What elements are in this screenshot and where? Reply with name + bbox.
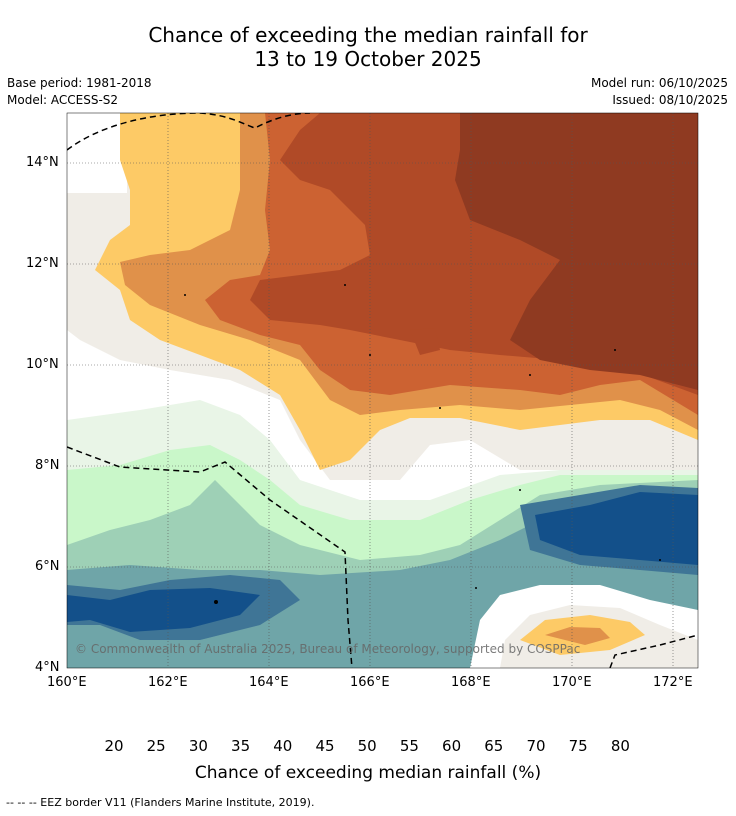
map-title-line1: Chance of exceeding the median rainfall … [148,23,588,47]
lon-label-166e: 166°E [350,675,390,690]
lat-label-6n: 6°N [35,559,60,574]
lat-label-4n: 4°N [35,660,60,675]
lat-label-8n: 8°N [35,458,60,473]
lat-label-10n: 10°N [26,357,59,372]
colorbar-tick-70: 70 [526,737,546,755]
model-run: Model run: 06/10/2025 [590,76,728,90]
base-period: Base period: 1981-2018 [7,76,152,90]
map-shading: © Commonwealth of Australia 2025, Bureau… [67,113,698,668]
model-name: Model: ACCESS-S2 [7,93,119,107]
colorbar-tick-75: 75 [568,737,588,755]
graticule [67,113,698,668]
lat-label-12n: 12°N [26,256,59,271]
lon-label-170e: 170°E [552,675,592,690]
map-title-line2: 13 to 19 October 2025 [254,47,482,71]
field-above-80-east [535,492,698,565]
lon-label-162e: 162°E [148,675,188,690]
colorbar-tick-50: 50 [357,737,377,755]
islands [184,284,661,604]
issued-date: Issued: 08/10/2025 [612,93,728,107]
copyright-text: © Commonwealth of Australia 2025, Bureau… [75,642,580,656]
map-frame [66,112,699,669]
colorbar-tick-40: 40 [273,737,293,755]
lon-label-160e: 160°E [47,675,87,690]
colorbar-tick-60: 60 [442,737,462,755]
eez-footnote: -- -- -- EEZ border V11 (Flanders Marine… [6,796,315,809]
field-below-20 [455,113,698,390]
eez-border [67,113,698,668]
lon-label-168e: 168°E [451,675,491,690]
colorbar-tick-20: 20 [104,737,124,755]
colorbar-tick-30: 30 [188,737,208,755]
lon-label-172e: 172°E [653,675,693,690]
colorbar-tick-65: 65 [484,737,504,755]
colorbar-tick-55: 55 [399,737,419,755]
lat-label-14n: 14°N [26,155,59,170]
lon-label-164e: 164°E [249,675,289,690]
colorbar-label: Chance of exceeding median rainfall (%) [194,763,542,783]
field-white-nw [67,113,127,193]
field-above-80-west [67,588,260,632]
colorbar-tick-45: 45 [315,737,335,755]
field-small-dark-patch [410,328,440,355]
field-orange-se [545,627,610,645]
colorbar-tick-25: 25 [146,737,166,755]
colorbar-tick-80: 80 [610,737,630,755]
rainfall-probability-map: © Commonwealth of Australia 2025, Bureau… [66,112,699,669]
colorbar-tick-35: 35 [231,737,251,755]
